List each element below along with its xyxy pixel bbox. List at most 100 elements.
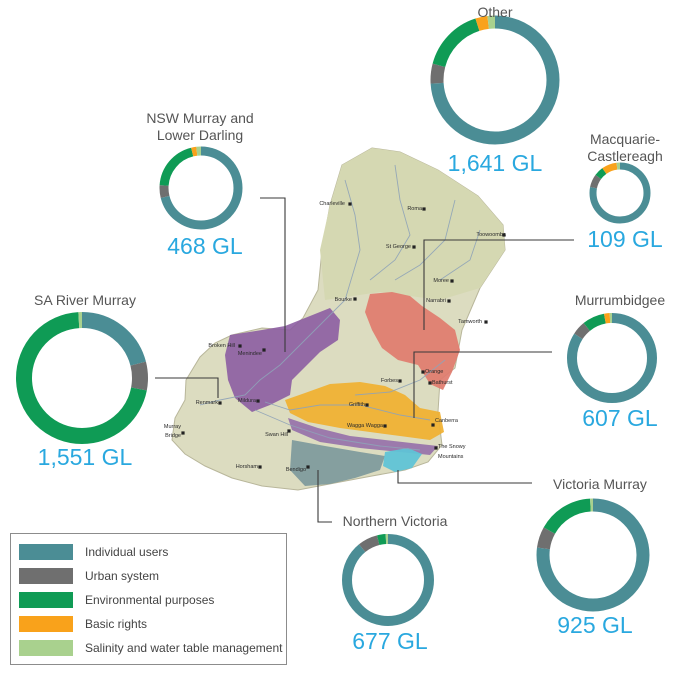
donut-slice-salinity (567, 313, 657, 403)
town-label: Bathurst (432, 380, 453, 386)
town-label: Roma (407, 206, 423, 212)
town-label: St George (386, 244, 411, 250)
region-northern-victoria (290, 440, 385, 486)
donut-slice-urban (430, 15, 560, 145)
label-macq-line1: Macquarie- (589, 131, 661, 147)
town-label: Menindee (238, 351, 262, 357)
legend-swatch-individual (19, 544, 73, 560)
donut-slice-salinity (430, 15, 560, 145)
town-marker (181, 431, 185, 435)
rivers (199, 164, 481, 451)
legend-item-urban: Urban system (19, 567, 159, 585)
town-marker (412, 245, 416, 249)
town-label: Mildura (238, 398, 257, 404)
town-marker (238, 344, 242, 348)
northern-basin-tint (320, 148, 505, 300)
town-label: Bourke (335, 297, 352, 303)
town-label: Moree (433, 278, 449, 284)
town-marker (421, 370, 425, 374)
town-marker (287, 429, 291, 433)
label-sa-river-murray: SA River Murray (34, 292, 136, 308)
legend-swatch-basic (19, 616, 73, 632)
legend-item-environmental: Environmental purposes (19, 591, 214, 609)
legend-label-individual: Individual users (85, 545, 169, 559)
donut-slice-salinity (159, 146, 243, 230)
total-other: 1,641 GL (447, 150, 543, 176)
legend-label-salinity: Salinity and water table management (85, 641, 283, 655)
town-marker (502, 233, 506, 237)
town-label: The Snowy (438, 444, 466, 450)
town-label: Forbes (381, 378, 398, 384)
town-label: Narrabri (426, 298, 446, 304)
town-label: Toowoomba (476, 232, 507, 238)
donut-slice-salinity (342, 534, 434, 626)
town-marker (434, 446, 438, 450)
donut-slice-salinity (589, 162, 651, 224)
town-marker (258, 465, 262, 469)
town-marker (218, 401, 222, 405)
total-nsw-murray-lower-darling: 468 GL (167, 233, 243, 259)
town-label: Horsham (236, 464, 259, 470)
town-marker (306, 465, 310, 469)
label-northern-victoria: Northern Victoria (342, 513, 448, 529)
town-label: Bendigo (286, 467, 306, 473)
total-northern-victoria: 677 GL (352, 628, 428, 654)
towns-layer: Charleville Roma St George Toowoomba Moree Bo… (164, 201, 507, 473)
donut-slice-salinity (16, 312, 148, 444)
region-upper-murray (383, 448, 422, 472)
town-marker (365, 403, 369, 407)
label-nsw-murray-lower-darling: NSW Murray and Lower Darling (130, 110, 270, 144)
total-victoria-murray: 925 GL (557, 612, 633, 638)
legend-swatch-salinity (19, 640, 73, 656)
donuts-layer (16, 15, 657, 626)
town-marker (348, 202, 352, 206)
town-marker (256, 399, 260, 403)
label-macq-line2: Castlereagh (587, 148, 663, 164)
legend-swatch-environmental (19, 592, 73, 608)
connector-lines (155, 197, 574, 523)
town-label: Murray (164, 424, 181, 430)
town-marker (262, 348, 266, 352)
legend-label-environmental: Environmental purposes (85, 593, 215, 607)
region-macquarie-castlereagh (365, 292, 460, 390)
town-marker (353, 297, 357, 301)
town-label: Wagga Wagga (347, 423, 384, 429)
legend-item-basic: Basic rights (19, 615, 147, 633)
region-murrumbidgee (285, 382, 444, 440)
label-nsw-line2: Lower Darling (156, 127, 244, 143)
region-victoria-murray (288, 418, 438, 455)
donut-slice-urban (159, 146, 243, 230)
town-marker (428, 381, 432, 385)
total-murrumbidgee: 607 GL (582, 405, 658, 431)
town-marker (383, 424, 387, 428)
town-label: Griffith (349, 402, 365, 408)
legend-label-urban: Urban system (85, 569, 160, 583)
legend: Individual users Urban system Environmen… (10, 533, 287, 665)
total-sa-river-murray: 1,551 GL (37, 444, 133, 470)
total-macquarie-castlereagh: 109 GL (587, 226, 663, 252)
town-marker (484, 320, 488, 324)
town-marker (431, 423, 435, 427)
town-label: Tamworth (458, 319, 482, 325)
town-label: Orange (425, 369, 443, 375)
town-marker (422, 207, 426, 211)
town-marker (398, 379, 402, 383)
label-macquarie-castlereagh: Macquarie- Castlereagh (570, 131, 680, 165)
legend-item-individual: Individual users (19, 543, 168, 561)
label-murrumbidgee: Murrumbidgee (574, 292, 666, 308)
town-label: Mountains (438, 454, 464, 460)
legend-label-basic: Basic rights (85, 617, 148, 631)
donut-slice-environmental (16, 312, 148, 444)
label-other: Other (477, 4, 513, 20)
donut-slice-individual (342, 534, 434, 626)
town-marker (450, 279, 454, 283)
town-label: Renmark (196, 400, 219, 406)
town-marker (447, 299, 451, 303)
legend-item-salinity: Salinity and water table management (19, 639, 282, 657)
donut-slice-urban (16, 312, 148, 444)
legend-swatch-urban (19, 568, 73, 584)
town-label: Canberra (435, 418, 459, 424)
town-label: Swan Hill (265, 432, 288, 438)
donut-slice-salinity (536, 498, 650, 612)
